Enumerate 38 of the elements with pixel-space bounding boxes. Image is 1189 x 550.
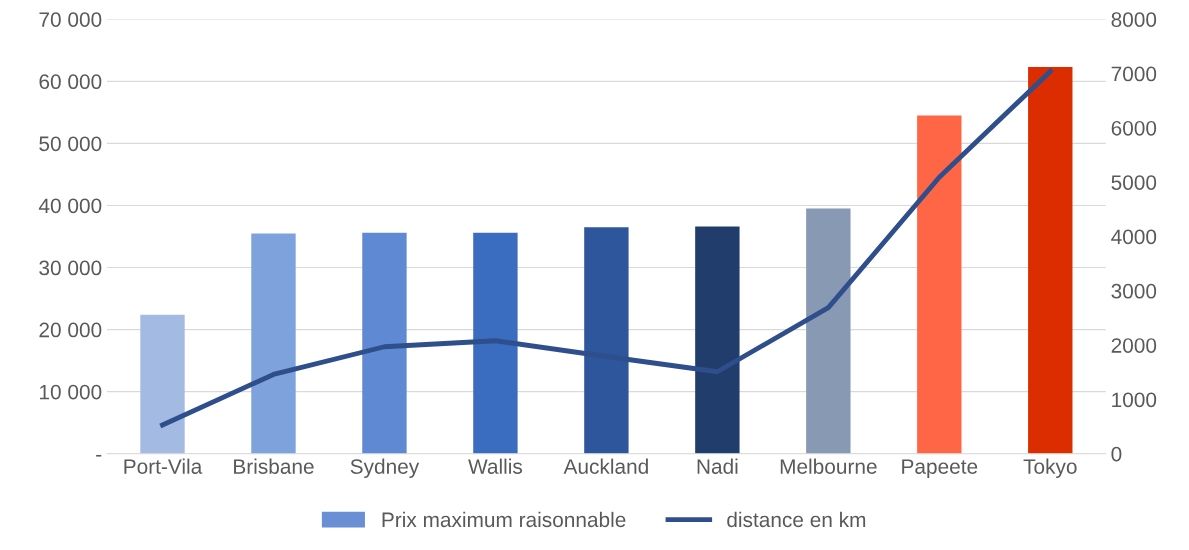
y2-tick-label: 6000 [1111,120,1157,136]
bar [140,314,185,454]
x-tick-label: Papeete [902,459,978,479]
y2-tick-label: 7000 [1111,66,1157,82]
x-tick-label: Brisbane [234,458,314,474]
y-tick-label: 20 000 [39,322,102,338]
bar [806,208,851,454]
y2-tick-label: 2000 [1111,338,1157,353]
y2-tick-label: 8000 [1111,12,1157,27]
y2-tick-label: 3000 [1111,283,1157,299]
y-tick-label: 10 000 [40,384,102,400]
x-tick-label: Sydney [350,458,420,479]
y2-tick-label: 0 [1111,446,1122,462]
x-tick-label: Tokyo [1023,458,1077,479]
bar [473,232,518,454]
x-tick-label: Auckland [563,458,648,474]
bar [362,232,407,454]
y-tick-label: 50 000 [39,136,102,152]
y-tick-label: - [96,454,102,457]
bar [251,233,296,454]
x-tick-label: Port-Vila [124,458,203,474]
bar [917,115,962,454]
x-tick-label: Melbourne [780,458,877,474]
y2-tick-label: 1000 [1112,392,1157,408]
y-tick-label: 70 000 [39,12,102,27]
x-tick-label: Wallis [468,458,523,474]
line-series [160,68,1053,428]
y2-tick-label: 5000 [1111,175,1157,190]
y-tick-label: 60 000 [39,74,102,90]
legend-label: Prix maximum raisonnable [382,511,626,528]
y-tick-label: 30 000 [39,260,102,276]
bar [584,227,629,454]
bar [695,226,740,454]
y-tick-label: 40 000 [38,198,102,214]
bar [1028,67,1073,454]
y2-tick-label: 4000 [1111,229,1157,245]
legend-label: distance en km [727,511,866,528]
x-tick-label: Nadi [697,458,738,474]
